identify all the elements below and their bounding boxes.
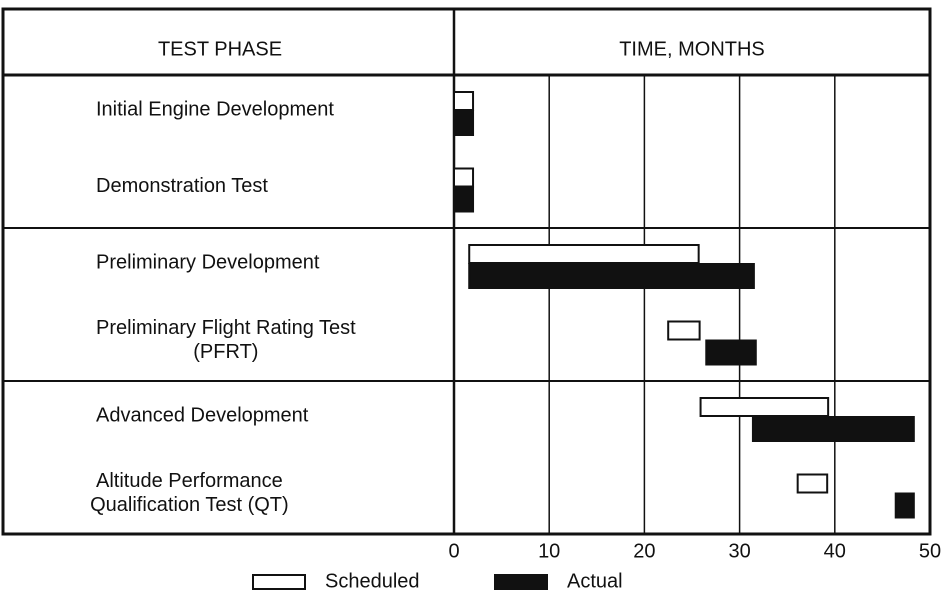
x-tick-label: 40 bbox=[824, 540, 846, 562]
bar-0 bbox=[667, 320, 701, 341]
bar-1 bbox=[894, 492, 915, 519]
task-label: Demonstration Test bbox=[96, 175, 268, 197]
legend-label: Scheduled bbox=[325, 570, 420, 592]
bar-0 bbox=[796, 473, 829, 494]
legend-label: Actual bbox=[567, 570, 623, 592]
legend-swatch bbox=[252, 574, 306, 590]
task-label: Preliminary Flight Rating Test bbox=[96, 317, 356, 339]
header-left: TEST PHASE bbox=[158, 38, 282, 60]
bar-0 bbox=[699, 397, 830, 417]
bar-0 bbox=[453, 167, 475, 188]
task-label: Preliminary Development bbox=[96, 251, 320, 273]
bar-1 bbox=[468, 263, 755, 289]
bar-0 bbox=[468, 244, 700, 264]
bar-1 bbox=[453, 110, 475, 136]
header-right: TIME, MONTHS bbox=[619, 38, 765, 60]
bar-1 bbox=[751, 416, 915, 442]
bar-1 bbox=[705, 339, 757, 366]
bar-1 bbox=[453, 186, 475, 213]
x-tick-label: 20 bbox=[633, 540, 655, 562]
x-tick-label: 0 bbox=[448, 540, 459, 562]
task-label: Altitude Performance bbox=[96, 470, 283, 492]
x-tick-label: 50 bbox=[919, 540, 941, 562]
bar-0 bbox=[453, 91, 475, 111]
task-label: Advanced Development bbox=[96, 404, 309, 426]
x-tick-label: 30 bbox=[728, 540, 750, 562]
task-label: Initial Engine Development bbox=[96, 98, 334, 120]
legend-swatch bbox=[494, 574, 548, 590]
task-label: (PFRT) bbox=[193, 341, 258, 363]
x-tick-label: 10 bbox=[538, 540, 560, 562]
table-frame bbox=[1, 7, 932, 536]
task-label: Qualification Test (QT) bbox=[90, 494, 289, 516]
